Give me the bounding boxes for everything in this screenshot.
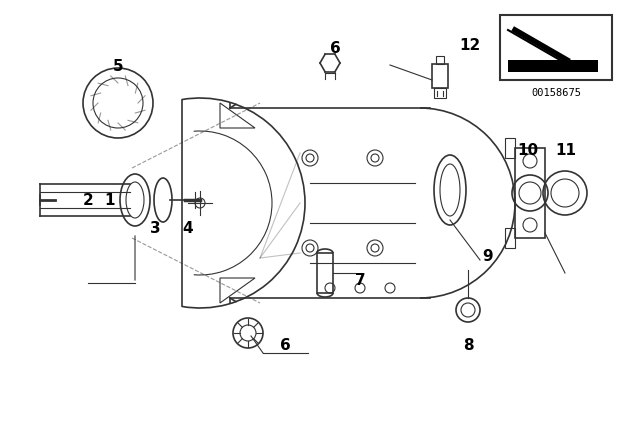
Text: 4: 4 xyxy=(182,220,193,236)
Text: 12: 12 xyxy=(460,38,481,52)
Bar xyxy=(508,60,598,72)
Text: 7: 7 xyxy=(355,272,365,288)
Text: 10: 10 xyxy=(517,142,539,158)
Text: 8: 8 xyxy=(463,337,474,353)
Text: 6: 6 xyxy=(330,40,340,56)
Text: 3: 3 xyxy=(150,220,160,236)
Text: 1: 1 xyxy=(105,193,115,207)
Bar xyxy=(317,253,333,293)
Bar xyxy=(515,148,545,238)
Text: 9: 9 xyxy=(483,249,493,263)
Bar xyxy=(505,228,515,248)
Bar xyxy=(500,15,612,80)
Text: 11: 11 xyxy=(556,142,577,158)
Text: 00158675: 00158675 xyxy=(531,88,581,98)
Text: 5: 5 xyxy=(113,59,124,73)
Bar xyxy=(432,64,448,88)
Bar xyxy=(434,88,446,98)
Text: 6: 6 xyxy=(280,337,291,353)
Text: 2: 2 xyxy=(83,193,93,207)
Bar xyxy=(436,56,444,64)
Bar xyxy=(505,138,515,158)
